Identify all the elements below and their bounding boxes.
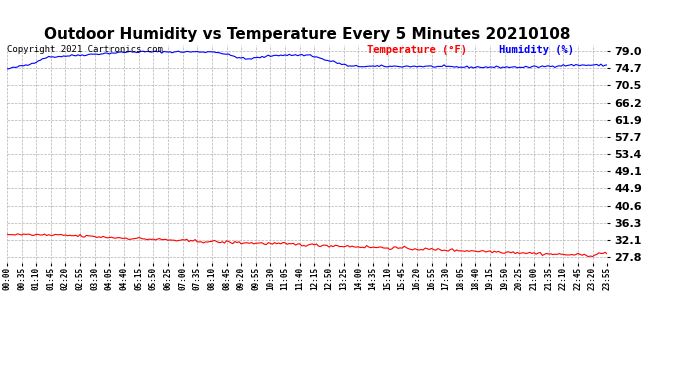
Title: Outdoor Humidity vs Temperature Every 5 Minutes 20210108: Outdoor Humidity vs Temperature Every 5 … [43, 27, 571, 42]
Text: Copyright 2021 Cartronics.com: Copyright 2021 Cartronics.com [7, 45, 163, 54]
Text: Temperature (°F): Temperature (°F) [367, 45, 467, 55]
Text: Humidity (%): Humidity (%) [499, 45, 574, 55]
